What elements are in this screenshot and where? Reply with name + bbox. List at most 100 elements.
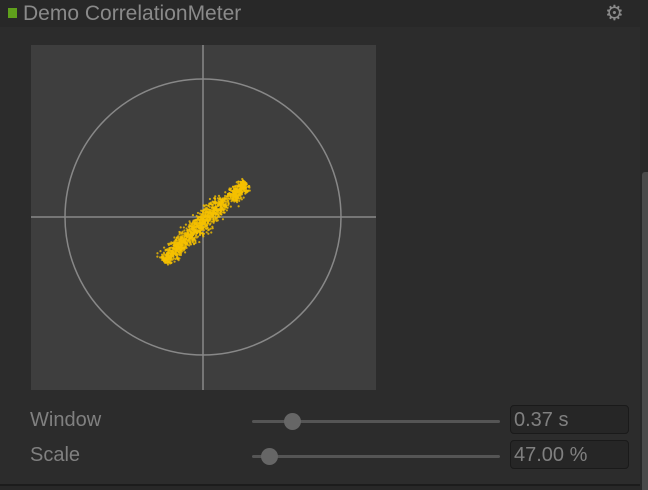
scatter-point [185,238,188,241]
scatter-point [203,208,206,211]
scatter-point [206,226,209,229]
scatter-point [172,257,175,260]
scale-slider[interactable] [252,448,500,465]
scatter-point [217,214,220,217]
scatter-point [180,231,184,235]
scatter-point [221,218,225,221]
scatter-point [168,248,171,251]
scatter-point [201,223,204,226]
scatter-point [242,183,246,186]
scatter-point [241,182,244,186]
scatter-point [219,211,222,215]
scatter-point [207,204,210,208]
scatter-point [195,231,198,234]
scatter-point [190,227,193,230]
scatter-point [226,206,229,209]
window-slider[interactable] [252,413,500,430]
gear-icon[interactable]: ⚙ [605,2,624,25]
scatter-point [232,195,235,198]
scatter-point [215,209,219,212]
scatter-point [195,236,198,239]
scatter-point [208,223,211,226]
scatter-point [217,194,221,197]
scatter-point [227,199,230,203]
scatter-point [223,211,226,214]
scatter-point [160,256,163,260]
scatter-point [181,247,185,250]
scatter-point [185,241,188,245]
scatter-point [189,225,192,228]
scatter-point [245,188,248,192]
scatter-point [178,233,181,236]
scatter-point [214,212,217,215]
scale-slider-knob[interactable] [261,448,279,465]
scatter-point [245,183,248,186]
scatter-point [240,192,243,195]
scatter-point [209,216,213,219]
window-header: Demo CorrelationMeter ⚙ [0,0,648,27]
scatter-point [185,227,188,230]
scatter-point [207,232,210,235]
scatter-point [199,225,203,228]
scatter-point [179,252,183,255]
scatter-point [175,245,179,248]
scatter-point [191,238,194,241]
scatter-point [188,236,191,239]
scatter-point [170,249,173,253]
scatter-point [162,259,166,262]
scatter-point [201,209,204,212]
scatter-point [170,241,173,244]
scatter-point [211,200,214,203]
scatter-point [185,233,188,236]
scatter-point [233,185,237,188]
scatter-point [239,180,242,183]
scatter-point [191,225,194,228]
scale-label: Scale [30,444,81,466]
scatter-point [205,231,208,234]
scatter-point [171,241,175,244]
scatter-point [212,218,215,221]
scatter-point [225,209,228,212]
scatter-point [210,231,213,234]
scatter-point [204,213,207,216]
scatter-point [235,197,238,200]
scatter-point [214,205,217,208]
scatter-point [223,196,226,200]
scale-field[interactable]: 47.00 % [510,440,629,469]
scatter-point [202,229,206,232]
scatter-point [181,234,184,237]
scatter-point [241,177,244,181]
scatter-points [156,177,251,266]
scatter-point [228,193,231,196]
scatter-point [163,253,166,256]
scatter-point [169,257,172,261]
scatter-point [204,211,208,214]
scatter-point [166,248,169,251]
scatter-point [211,203,214,206]
scatter-point [177,251,181,254]
scatter-point [240,198,243,201]
window-field[interactable]: 0.37 s [510,405,629,434]
scatter-point [206,213,209,216]
scatter-point [198,230,201,233]
scatter-point [204,217,208,220]
scatter-point [209,201,213,204]
scatter-point [234,192,237,195]
scatter-point [166,263,170,266]
scatter-point [214,216,217,219]
scatter-point [213,199,217,203]
scatter-point [241,181,244,184]
scatter-point [204,223,208,226]
scatter-point [239,189,242,192]
scatter-point [211,227,214,230]
scatter-point [178,230,181,234]
scrollbar[interactable] [642,172,648,490]
scatter-point [211,206,214,209]
scatter-point [193,236,197,239]
scatter-point [198,240,201,244]
scatter-point [238,193,241,196]
scatter-point [167,242,170,245]
scatter-point [156,255,159,258]
window-slider-knob[interactable] [283,413,301,430]
scatter-point [163,246,166,249]
